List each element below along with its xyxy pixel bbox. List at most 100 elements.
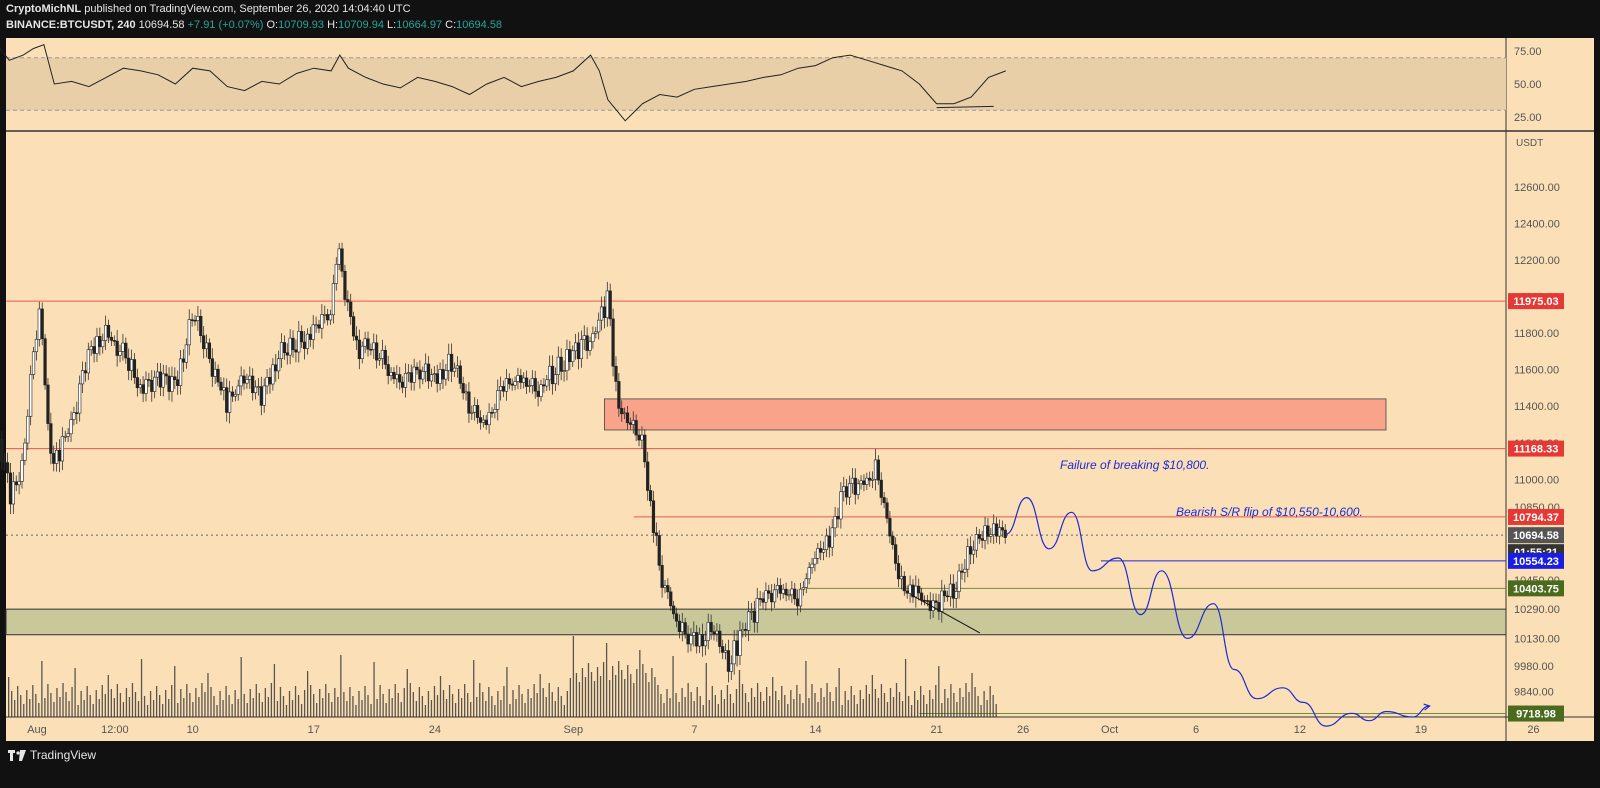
candle-body — [845, 486, 849, 498]
volume-bar — [47, 684, 49, 717]
volume-bar — [267, 697, 270, 717]
rsi-tick-label: 25.00 — [1514, 112, 1542, 124]
volume-bar — [140, 659, 143, 717]
volume-bar — [397, 693, 399, 717]
volume-bar — [778, 700, 780, 717]
volume-bar — [883, 693, 886, 717]
candle-body — [948, 583, 953, 597]
candle-body — [127, 357, 131, 371]
candle-body — [646, 461, 650, 491]
volume-bar — [213, 696, 215, 717]
candle-body — [850, 477, 855, 484]
volume-bar — [195, 688, 197, 717]
volume-bar — [379, 685, 381, 717]
candle-body — [951, 583, 955, 599]
candle-body — [199, 315, 203, 336]
candle-body — [628, 422, 632, 425]
volume-bar — [769, 696, 771, 717]
volume-bar — [373, 662, 375, 717]
volume-bar — [977, 696, 979, 717]
volume-bar — [361, 700, 363, 717]
volume-bar — [461, 698, 463, 717]
candle-body — [158, 371, 163, 388]
volume-bar — [473, 660, 475, 717]
candle-body — [31, 351, 36, 375]
volume-bar — [340, 655, 342, 717]
candle-body — [663, 585, 667, 588]
volume-bar — [808, 698, 810, 717]
volume-bar — [895, 683, 898, 717]
publisher-name: CryptoMichNL — [6, 3, 82, 15]
candle-body — [836, 516, 840, 520]
volume-bar — [995, 704, 997, 717]
candle-body — [672, 605, 676, 615]
volume-bar — [107, 675, 109, 717]
volume-bar — [596, 667, 599, 717]
volume-bar — [521, 694, 523, 717]
volume-bar — [448, 685, 451, 717]
volume-bar — [914, 691, 916, 717]
candle-body — [409, 372, 413, 383]
volume-bar — [143, 696, 146, 717]
volume-bar — [566, 691, 568, 717]
candle-body — [424, 363, 428, 372]
volume-bar — [83, 700, 85, 717]
volume-bar — [500, 700, 502, 717]
price-tick-label: 12400.00 — [1514, 218, 1560, 230]
candle-body — [842, 486, 846, 493]
volume-bar — [766, 687, 768, 717]
time-tick-label: 14 — [809, 724, 821, 736]
volume-bar — [690, 692, 692, 717]
volume-bar — [26, 690, 28, 717]
candle-body — [279, 342, 284, 359]
candle-body — [164, 373, 168, 377]
candle-body — [637, 434, 641, 441]
candle-body — [666, 585, 670, 593]
candle-body — [60, 436, 64, 462]
candle-body — [614, 365, 618, 382]
volume-bar — [225, 686, 227, 717]
candle-body — [308, 333, 312, 340]
candle-body — [966, 546, 970, 570]
volume-bar — [207, 673, 209, 717]
candle-body — [141, 384, 145, 394]
candle-body — [819, 548, 823, 553]
volume-bar — [216, 705, 218, 717]
candle-body — [89, 346, 93, 351]
candle-body — [994, 523, 999, 537]
volume-bar — [621, 670, 623, 717]
candle-body — [522, 377, 526, 383]
volume-bar — [20, 695, 22, 717]
candle-body — [697, 634, 702, 647]
candle-body — [902, 575, 906, 592]
candle-body — [147, 379, 151, 381]
candle-body — [752, 610, 756, 623]
low-label: L: — [387, 19, 397, 31]
volume-bar — [560, 696, 562, 717]
volume-bar — [273, 664, 276, 717]
candle-body — [366, 338, 370, 350]
candle-body — [340, 248, 344, 272]
candle-body — [75, 412, 79, 414]
candle-body — [429, 374, 434, 382]
candle-body — [49, 423, 53, 454]
candle-body — [452, 367, 457, 372]
candle-body — [510, 383, 514, 386]
candle-body — [268, 376, 272, 385]
candle-body — [620, 408, 624, 415]
volume-bar — [285, 705, 288, 717]
price-badge-label: 10554.23 — [1513, 556, 1559, 568]
volume-bar — [784, 695, 786, 717]
candle-body — [196, 315, 200, 321]
annotation-failure: Failure of breaking $10,800. — [1060, 458, 1209, 472]
volume-bar — [376, 699, 378, 717]
candle-body — [104, 324, 108, 341]
volume-bar — [303, 690, 306, 717]
candle-body — [706, 622, 710, 641]
time-tick-label: 12:00 — [101, 724, 129, 736]
volume-bar — [524, 703, 526, 717]
volume-bar — [832, 701, 834, 717]
candle-body — [294, 349, 298, 353]
price-badge-label: 9718.98 — [1516, 709, 1556, 721]
